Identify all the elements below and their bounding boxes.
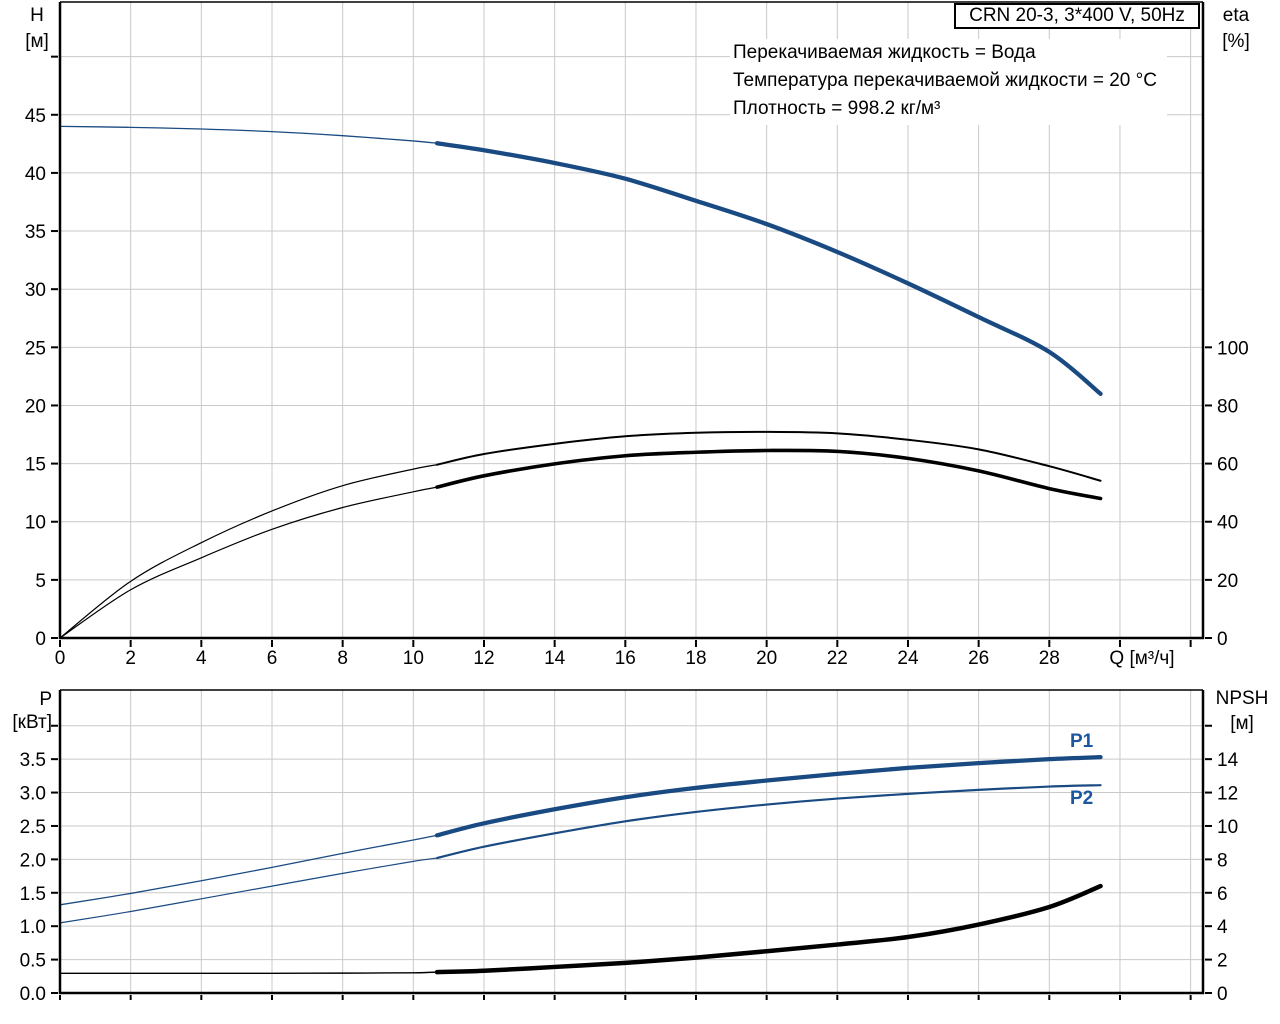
x-tick-label: 18: [685, 648, 706, 669]
info-line-temperature: Температура перекачиваемой жидкости = 20…: [733, 70, 1157, 91]
h-axis-unit: [м]: [25, 31, 49, 52]
y-left-tick-label: 25: [25, 338, 46, 359]
p2-curve-label: P2: [1070, 788, 1094, 809]
y-left-tick-label: 2.5: [20, 817, 46, 838]
y-left-tick-label: 0: [35, 629, 46, 650]
x-tick-label: 24: [897, 648, 919, 669]
x-tick-label: 6: [267, 648, 278, 669]
y-right-tick-label: 100: [1217, 338, 1249, 359]
y-right-tick-label: 2: [1217, 951, 1228, 972]
x-tick-label: 4: [196, 648, 207, 669]
eta-axis-title: eta: [1222, 5, 1250, 26]
liquid-info-block: Перекачиваемая жидкость = Вода Температу…: [730, 39, 1167, 125]
P2-curve-thin: [59, 857, 438, 924]
p-axis-unit: [кВт]: [12, 712, 52, 733]
H-Q-curve-thick: [434, 141, 1103, 396]
npsh-axis-title: NPSH: [1215, 688, 1269, 709]
y-right-tick-label: 14: [1217, 750, 1239, 771]
eta-curve-thin-thick: [436, 430, 1102, 482]
y-left-tick-label: 1.0: [20, 917, 46, 938]
y-left-tick-label: 20: [25, 396, 46, 417]
y-right-tick-label: 20: [1217, 571, 1238, 592]
y-left-tick-label: 3.0: [20, 784, 46, 805]
y-left-tick-label: 15: [25, 455, 46, 476]
npsh-axis-unit: [м]: [1230, 713, 1254, 734]
h-axis-title: H: [30, 5, 44, 26]
eta-curve-thick-thin: [59, 486, 438, 639]
y-left-tick-label: 45: [25, 106, 46, 127]
y-right-tick-label: 8: [1217, 850, 1228, 871]
y-left-tick-label: 40: [25, 164, 46, 185]
H-Q-curve-thin: [59, 125, 438, 144]
x-tick-label: 22: [827, 648, 848, 669]
P2-curve-thick: [435, 784, 1102, 860]
y-left-tick-label: 2.0: [20, 850, 46, 871]
y-left-tick-label: 10: [25, 513, 46, 534]
y-right-tick-label: 0: [1217, 984, 1228, 1005]
x-tick-label: 14: [544, 648, 566, 669]
x-tick-label: 10: [403, 648, 424, 669]
pump-model-title-box: CRN 20-3, 3*400 V, 50Hz: [954, 3, 1200, 29]
x-tick-label: 20: [756, 648, 777, 669]
info-line-liquid: Перекачиваемая жидкость = Вода: [733, 42, 1036, 63]
eta-curve-thick-thick: [435, 448, 1103, 501]
x-tick-label: 16: [615, 648, 636, 669]
y-left-tick-label: 3.5: [20, 750, 46, 771]
x-tick-label: 28: [1039, 648, 1060, 669]
NPSH-curve-thin: [59, 971, 438, 975]
P1-curve-thin: [59, 834, 438, 906]
P1-curve-thick: [434, 755, 1103, 838]
y-right-tick-label: 6: [1217, 884, 1228, 905]
eta-axis-unit: [%]: [1222, 31, 1250, 52]
y-right-tick-label: 0: [1217, 629, 1228, 650]
y-left-tick-label: 0.5: [20, 951, 46, 972]
q-axis-label: Q [м³/ч]: [1109, 648, 1175, 669]
y-right-tick-label: 4: [1217, 917, 1228, 938]
y-right-tick-label: 40: [1217, 513, 1238, 534]
x-tick-label: 12: [473, 648, 494, 669]
x-tick-label: 8: [337, 648, 348, 669]
x-tick-label: 26: [968, 648, 989, 669]
info-line-density: Плотность = 998.2 кг/м³: [733, 98, 941, 119]
eta-curve-thin-thin: [59, 464, 438, 639]
y-right-tick-label: 10: [1217, 817, 1238, 838]
y-left-tick-label: 35: [25, 222, 46, 243]
x-tick-label: 2: [125, 648, 136, 669]
y-left-tick-label: 0.0: [20, 984, 46, 1005]
y-right-tick-label: 80: [1217, 396, 1238, 417]
y-left-tick-label: 5: [35, 571, 46, 592]
p-axis-title: P: [39, 689, 52, 710]
pump-model-title: CRN 20-3, 3*400 V, 50Hz: [969, 5, 1185, 26]
y-right-tick-label: 12: [1217, 784, 1238, 805]
y-left-tick-label: 1.5: [20, 884, 46, 905]
p1-curve-label: P1: [1070, 731, 1094, 752]
y-right-tick-label: 60: [1217, 455, 1238, 476]
x-tick-label: 0: [55, 648, 66, 669]
NPSH-curve-thick: [434, 883, 1103, 975]
y-left-tick-label: 30: [25, 280, 46, 301]
